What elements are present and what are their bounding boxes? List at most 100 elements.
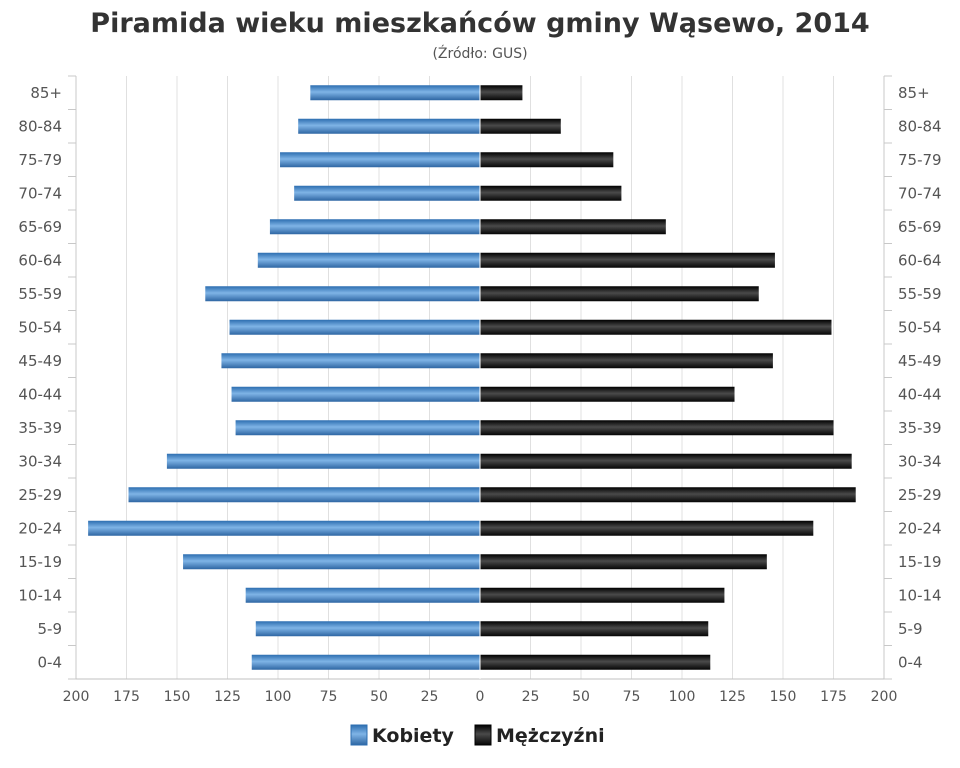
bar-mezczyzni-45-49 bbox=[480, 353, 773, 369]
bar-mezczyzni-55-59 bbox=[480, 286, 759, 302]
age-label-right: 30-34 bbox=[898, 452, 942, 470]
bar-mezczyzni-80-84 bbox=[480, 118, 561, 134]
legend-swatch-mezczyzni bbox=[474, 724, 492, 746]
age-label-left: 30-34 bbox=[18, 452, 62, 470]
x-tick-label: 175 bbox=[113, 689, 140, 705]
bar-kobiety-35-39 bbox=[235, 420, 480, 436]
bar-kobiety-85+ bbox=[310, 85, 480, 101]
age-label-right: 20-24 bbox=[898, 519, 942, 537]
bar-mezczyzni-10-14 bbox=[480, 587, 725, 603]
x-tick-label: 25 bbox=[522, 689, 540, 705]
x-tick-label: 200 bbox=[871, 689, 898, 705]
legend: Kobiety Mężczyźni bbox=[350, 724, 605, 747]
age-label-left: 80-84 bbox=[18, 117, 62, 135]
bar-kobiety-45-49 bbox=[221, 353, 480, 369]
age-label-right: 75-79 bbox=[898, 151, 942, 169]
age-label-left: 65-69 bbox=[18, 218, 62, 236]
age-label-right: 60-64 bbox=[898, 251, 942, 269]
age-label-left: 25-29 bbox=[18, 486, 62, 504]
age-label-left: 20-24 bbox=[18, 519, 62, 537]
bar-kobiety-10-14 bbox=[245, 587, 480, 603]
bar-mezczyzni-0-4 bbox=[480, 654, 711, 670]
age-label-right: 65-69 bbox=[898, 218, 942, 236]
x-tick-label: 125 bbox=[214, 689, 241, 705]
bar-mezczyzni-30-34 bbox=[480, 453, 852, 469]
age-group-labels: 0-4 0-4 5-9 5-9 10-14 10-14 15-19 15-19 20-24 20-… bbox=[18, 84, 941, 672]
age-label-right: 35-39 bbox=[898, 419, 942, 437]
bar-mezczyzni-65-69 bbox=[480, 219, 666, 235]
age-label-right: 50-54 bbox=[898, 318, 942, 336]
bar-mezczyzni-50-54 bbox=[480, 319, 832, 335]
bar-kobiety-5-9 bbox=[255, 621, 480, 637]
bar-mezczyzni-35-39 bbox=[480, 420, 834, 436]
bar-kobiety-70-74 bbox=[294, 185, 480, 201]
bar-kobiety-30-34 bbox=[166, 453, 480, 469]
bar-kobiety-80-84 bbox=[298, 118, 480, 134]
bar-mezczyzni-70-74 bbox=[480, 185, 622, 201]
age-label-left: 45-49 bbox=[18, 352, 62, 370]
age-label-right: 80-84 bbox=[898, 117, 942, 135]
age-label-left: 70-74 bbox=[18, 184, 62, 202]
bar-kobiety-50-54 bbox=[229, 319, 480, 335]
age-label-left: 75-79 bbox=[18, 151, 62, 169]
age-label-left: 55-59 bbox=[18, 285, 62, 303]
x-tick-label: 50 bbox=[370, 689, 388, 705]
age-label-left: 40-44 bbox=[18, 385, 62, 403]
x-tick-label: 0 bbox=[476, 689, 485, 705]
age-label-right: 0-4 bbox=[898, 653, 923, 671]
age-label-left: 50-54 bbox=[18, 318, 62, 336]
x-tick-label: 150 bbox=[164, 689, 191, 705]
age-label-right: 10-14 bbox=[898, 586, 942, 604]
age-label-right: 5-9 bbox=[898, 620, 923, 638]
bar-mezczyzni-15-19 bbox=[480, 554, 767, 570]
age-label-left: 60-64 bbox=[18, 251, 62, 269]
bar-kobiety-15-19 bbox=[183, 554, 480, 570]
bar-kobiety-25-29 bbox=[128, 487, 480, 503]
bar-kobiety-60-64 bbox=[257, 252, 480, 268]
bar-kobiety-0-4 bbox=[251, 654, 480, 670]
x-tick-label: 50 bbox=[572, 689, 590, 705]
bar-kobiety-40-44 bbox=[231, 386, 480, 402]
age-label-right: 40-44 bbox=[898, 385, 942, 403]
x-tick-label: 75 bbox=[320, 689, 338, 705]
legend-swatch-kobiety bbox=[350, 724, 368, 746]
age-label-left: 15-19 bbox=[18, 553, 62, 571]
age-label-right: 25-29 bbox=[898, 486, 942, 504]
x-tick-label: 25 bbox=[421, 689, 439, 705]
age-label-left: 5-9 bbox=[38, 620, 63, 638]
x-tick-label: 75 bbox=[623, 689, 641, 705]
age-label-left: 10-14 bbox=[18, 586, 62, 604]
bar-mezczyzni-25-29 bbox=[480, 487, 856, 503]
chart-subtitle: (Źródło: GUS) bbox=[432, 44, 527, 62]
age-label-right: 70-74 bbox=[898, 184, 942, 202]
x-tick-labels: 200 175 150 125 100 75 50 25 0 25 50 75 100 125 150 175… bbox=[63, 689, 898, 705]
legend-label-kobiety: Kobiety bbox=[372, 725, 455, 747]
age-label-right: 15-19 bbox=[898, 553, 942, 571]
x-tick-label: 175 bbox=[820, 689, 847, 705]
bar-mezczyzni-20-24 bbox=[480, 520, 814, 536]
bar-kobiety-55-59 bbox=[205, 286, 480, 302]
x-tick-label: 100 bbox=[265, 689, 292, 705]
x-tick-label: 200 bbox=[63, 689, 90, 705]
age-label-left: 85+ bbox=[30, 84, 62, 102]
age-label-right: 45-49 bbox=[898, 352, 942, 370]
legend-label-mezczyzni: Mężczyźni bbox=[496, 725, 605, 747]
bar-mezczyzni-5-9 bbox=[480, 621, 709, 637]
chart-title: Piramida wieku mieszkańców gminy Wąsewo,… bbox=[90, 8, 869, 39]
age-label-right: 55-59 bbox=[898, 285, 942, 303]
bar-kobiety-20-24 bbox=[88, 520, 481, 536]
bar-mezczyzni-60-64 bbox=[480, 252, 775, 268]
x-tick-label: 125 bbox=[719, 689, 746, 705]
bar-kobiety-75-79 bbox=[280, 152, 480, 168]
bar-mezczyzni-75-79 bbox=[480, 152, 614, 168]
age-label-left: 0-4 bbox=[38, 653, 63, 671]
bar-mezczyzni-40-44 bbox=[480, 386, 735, 402]
bar-mezczyzni-85+ bbox=[480, 85, 523, 101]
bar-kobiety-65-69 bbox=[269, 219, 480, 235]
x-tick-label: 100 bbox=[669, 689, 696, 705]
age-label-left: 35-39 bbox=[18, 419, 62, 437]
bars bbox=[88, 76, 856, 679]
x-tick-label: 150 bbox=[770, 689, 797, 705]
age-label-right: 85+ bbox=[898, 84, 930, 102]
